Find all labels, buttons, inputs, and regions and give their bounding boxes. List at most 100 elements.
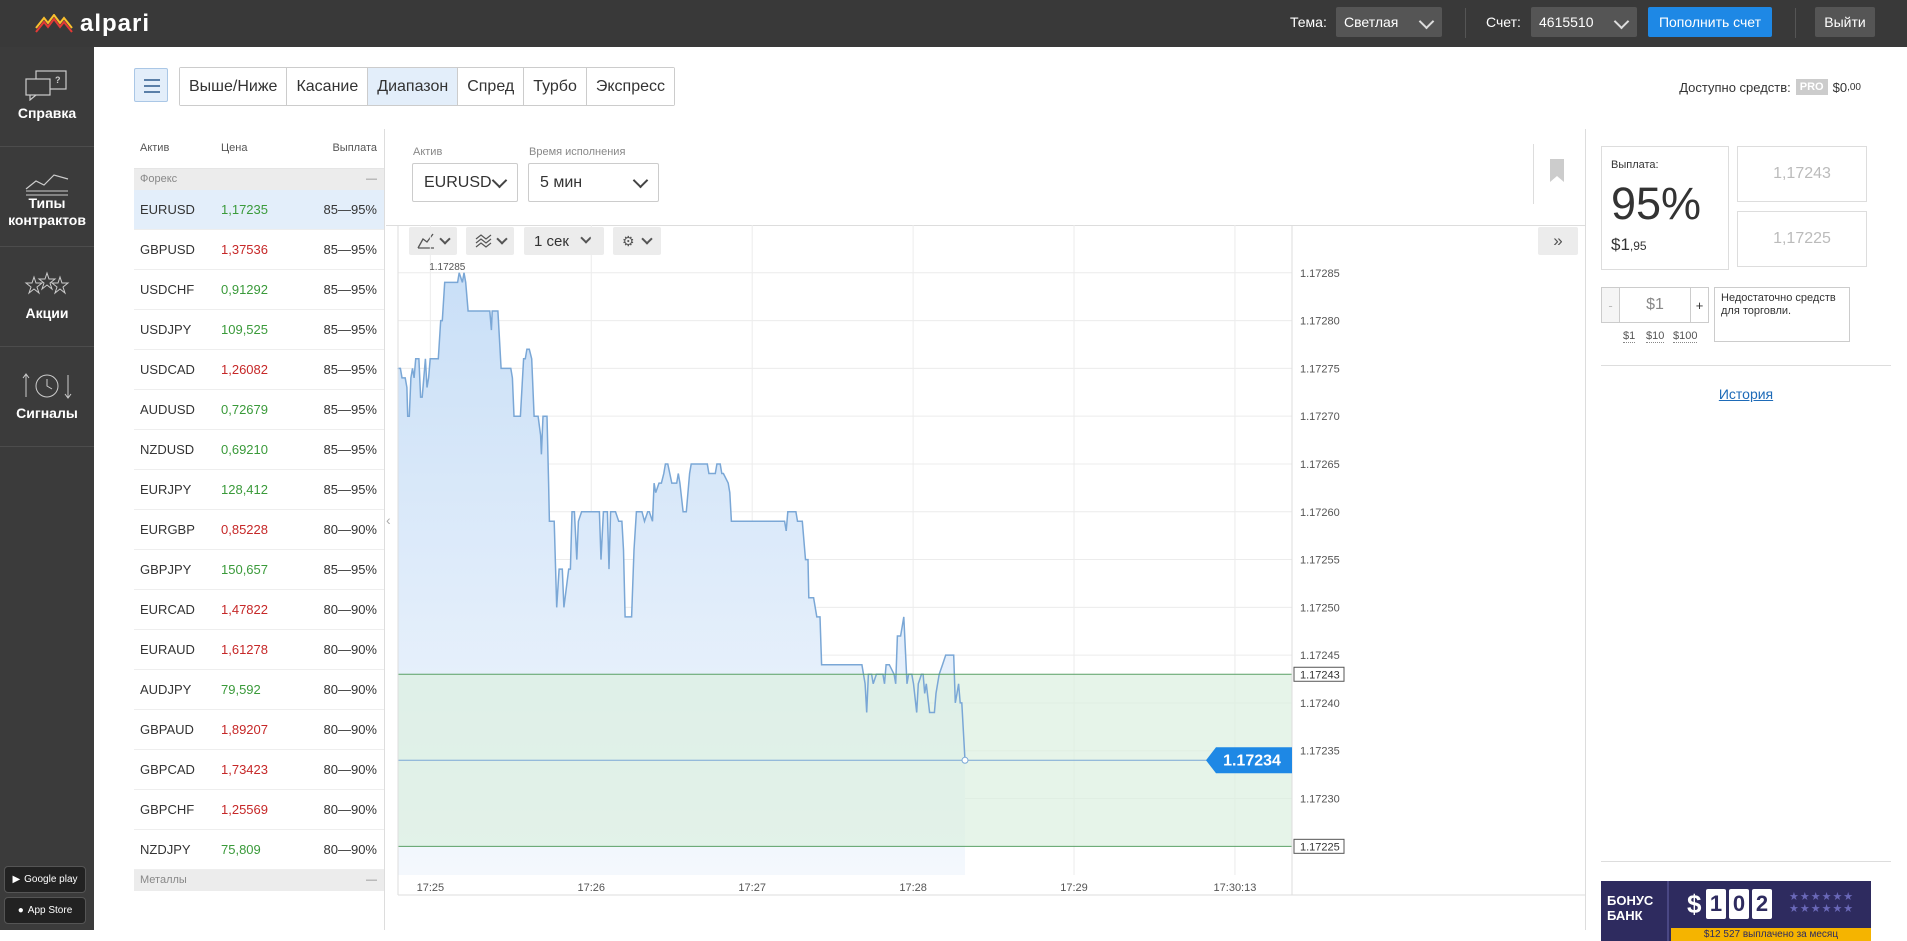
sidebar-item-help[interactable]: ? Справка xyxy=(0,47,94,147)
bookmark-icon[interactable] xyxy=(1549,159,1565,183)
theme-select[interactable]: Светлая xyxy=(1336,7,1442,37)
watchlist-row[interactable]: NZDUSD 0,69210 85—95% xyxy=(134,430,384,470)
bound-label: 1.17225 xyxy=(1300,841,1340,853)
watchlist-row[interactable]: EURCAD 1,47822 80—90% xyxy=(134,590,384,630)
tab-contract-2[interactable]: Касание xyxy=(287,68,369,105)
group-toggle: — xyxy=(366,874,377,886)
apple-icon: ● xyxy=(17,905,24,916)
watchlist-row[interactable]: EURGBP 0,85228 80—90% xyxy=(134,510,384,550)
row-asset: GBPJPY xyxy=(140,562,192,577)
y-tick-label: 1.17230 xyxy=(1300,794,1340,806)
price-below-button[interactable]: 1,17225 xyxy=(1737,211,1867,267)
account-select[interactable]: 4615510 xyxy=(1531,7,1637,37)
app-store-badge[interactable]: ● App Store xyxy=(4,897,86,924)
play-icon: ▶ xyxy=(12,874,21,885)
bound-label-box xyxy=(1293,666,1345,682)
group-header[interactable]: Форекс — xyxy=(134,169,384,190)
double-chevron-right-icon: » xyxy=(1553,231,1563,250)
svg-text:?: ? xyxy=(55,75,61,85)
alpari-logo[interactable]: alpari xyxy=(34,10,150,38)
interval-select[interactable]: 1 сек xyxy=(524,227,604,255)
row-asset: AUDJPY xyxy=(140,682,192,697)
watchlist-row[interactable]: GBPCHF 1,25569 80—90% xyxy=(134,790,384,830)
watchlist-row[interactable]: GBPJPY 150,657 85—95% xyxy=(134,550,384,590)
sidebar-item-promotions[interactable]: Акции xyxy=(0,247,94,347)
menu-button[interactable] xyxy=(134,68,168,102)
history-link[interactable]: История xyxy=(1718,386,1774,402)
row-payout: 80—90% xyxy=(323,642,377,657)
expand-chart-button[interactable]: » xyxy=(1538,227,1578,255)
tab-contract-1[interactable]: Выше/Ниже xyxy=(180,68,288,105)
sidebar-item-label: Сигналы xyxy=(16,405,78,421)
sidebar-item-label: Типы контрактов xyxy=(8,195,86,228)
watchlist-row[interactable]: USDCAD 1,26082 85—95% xyxy=(134,350,384,390)
chart-type-button[interactable] xyxy=(409,227,457,255)
row-payout: 85—95% xyxy=(323,322,377,337)
watchlist-row[interactable]: NZDJPY 75,809 80—90% xyxy=(134,830,384,870)
indicators-button[interactable] xyxy=(466,227,514,255)
row-asset: NZDJPY xyxy=(140,842,191,857)
tab-contract-5[interactable]: Турбо xyxy=(524,68,587,105)
watchlist-row[interactable]: GBPAUD 1,89207 80—90% xyxy=(134,710,384,750)
row-payout: 80—90% xyxy=(323,722,377,737)
deposit-button[interactable]: Пополнить счет xyxy=(1648,7,1772,37)
exit-button[interactable]: Выйти xyxy=(1815,7,1875,37)
row-price: 128,412 xyxy=(221,482,268,497)
tab-contract-4[interactable]: Спред xyxy=(458,68,525,105)
watchlist-row[interactable]: EURAUD 1,61278 80—90% xyxy=(134,630,384,670)
chevron-down-icon xyxy=(1613,13,1630,30)
stake-minus-button[interactable]: - xyxy=(1602,288,1620,322)
price-above-button[interactable]: 1,17243 xyxy=(1737,146,1867,202)
row-price: 79,592 xyxy=(221,682,261,697)
asset-watchlist: Актив Цена Выплата Форекс — EURUSD 1,17235 8… xyxy=(134,129,385,930)
sidebar: ? Справка Типы контрактов Акции Сигналы … xyxy=(0,47,94,930)
row-price: 1,26082 xyxy=(221,362,268,377)
watchlist-row[interactable]: AUDJPY 79,592 80—90% xyxy=(134,670,384,710)
divider xyxy=(1601,861,1891,862)
expiry-select[interactable]: 5 мин xyxy=(528,163,659,202)
tab-contract-6[interactable]: Экспресс xyxy=(586,68,674,105)
sidebar-item-contract-types[interactable]: Типы контрактов xyxy=(0,147,94,247)
x-tick-label: 17:28 xyxy=(899,882,927,894)
x-tick-label: 17:27 xyxy=(738,882,766,894)
y-tick-label: 1.17285 xyxy=(1300,268,1340,280)
y-tick-label: 1.17245 xyxy=(1300,650,1340,662)
payout-percent: 95% xyxy=(1611,178,1702,229)
watchlist-row[interactable]: GBPUSD 1,37536 85—95% xyxy=(134,230,384,270)
watchlist-row[interactable]: EURJPY 128,412 85—95% xyxy=(134,470,384,510)
google-play-badge[interactable]: ▶ Google play xyxy=(4,866,86,893)
price-chart[interactable]: 1.17285 1.17280 1.17275 1.17270 1.17265 1.172… xyxy=(386,225,1585,930)
price-line xyxy=(397,272,966,761)
stars-icon: ★★★★★★ ★★★★★★ xyxy=(1789,891,1855,915)
group-header[interactable]: Металлы — xyxy=(134,870,384,891)
watchlist-row[interactable]: USDJPY 109,525 85—95% xyxy=(134,310,384,350)
row-price: 1,25569 xyxy=(221,802,268,817)
stake-plus-button[interactable]: + xyxy=(1690,288,1708,322)
watchlist-row[interactable]: EURUSD 1,17235 85—95% xyxy=(134,190,384,230)
watchlist-row[interactable]: AUDUSD 0,72679 85—95% xyxy=(134,390,384,430)
funds-label: Доступно средств: xyxy=(1679,79,1791,95)
stake-input[interactable]: $1 xyxy=(1646,296,1664,313)
current-point xyxy=(961,756,969,764)
bonus-title-1: БОНУС xyxy=(1607,893,1654,908)
header-asset: Актив xyxy=(140,142,170,154)
collapse-arrow-icon[interactable]: ‹ xyxy=(386,512,391,528)
asset-value: EURUSD xyxy=(424,173,492,191)
group-name: Форекс xyxy=(140,173,178,185)
tab-contract-3[interactable]: Диапазон xyxy=(368,68,459,105)
pro-badge[interactable]: PRO xyxy=(1795,79,1828,95)
quick-amount-1[interactable]: $1 xyxy=(1623,330,1636,343)
y-tick-label: 1.17235 xyxy=(1300,746,1340,758)
quick-amount-10[interactable]: $10 xyxy=(1646,330,1665,343)
watchlist-row[interactable]: USDCHF 0,91292 85—95% xyxy=(134,270,384,310)
y-tick-label: 1.17255 xyxy=(1300,555,1340,567)
x-tick-label: 17:30:13 xyxy=(1214,882,1257,894)
quick-amount-100[interactable]: $100 xyxy=(1673,330,1698,343)
asset-select[interactable]: EURUSD xyxy=(412,163,518,202)
sidebar-item-signals[interactable]: Сигналы xyxy=(0,347,94,447)
top-bar: alpari Тема: Светлая Счет: 4615510 Попол… xyxy=(0,0,1907,47)
chart-settings-button[interactable]: ⚙ xyxy=(613,227,661,255)
divider xyxy=(1533,144,1534,204)
watchlist-row[interactable]: GBPCAD 1,73423 80—90% xyxy=(134,750,384,790)
